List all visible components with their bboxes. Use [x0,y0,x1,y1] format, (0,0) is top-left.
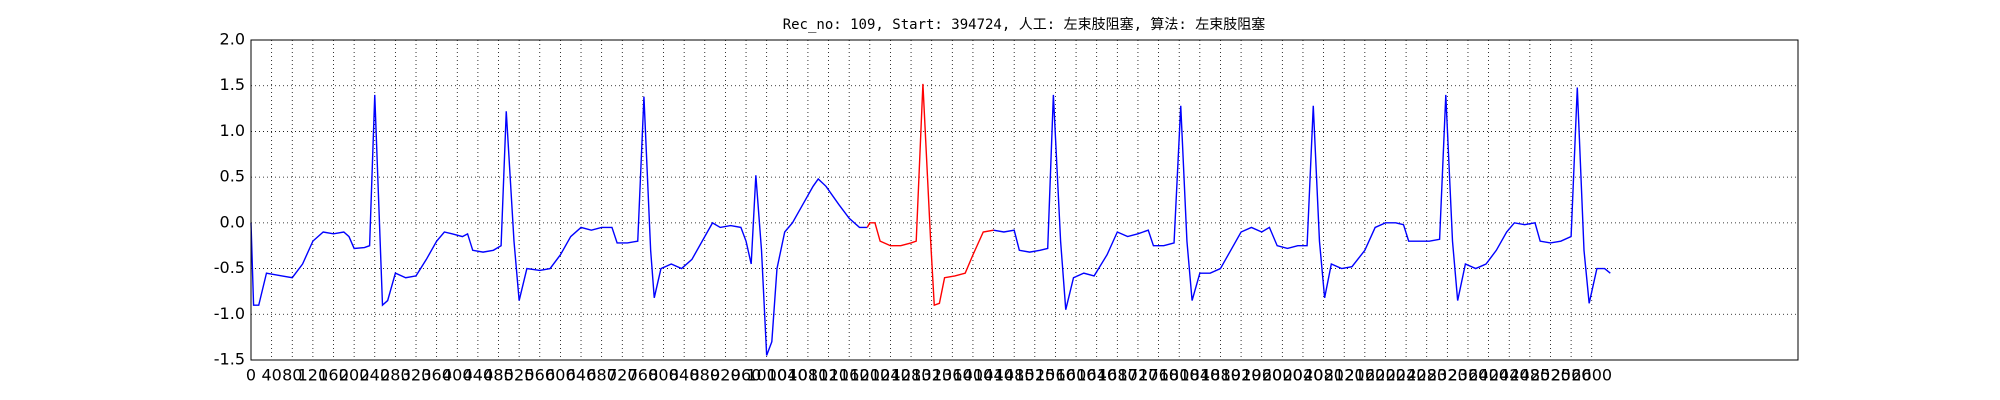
x-tick-label: 360 [421,366,452,385]
x-tick-label: 640 [566,366,597,385]
x-tick-label: 960 [731,366,762,385]
x-tick-label: 520 [504,366,535,385]
x-tick-label: 600 [545,366,576,385]
ecg-line [993,87,1611,310]
y-tick-label: 0.5 [220,167,245,186]
chart-title: Rec_no: 109, Start: 394724, 人工: 左束肢阻塞, 算… [783,16,1266,33]
x-tick-label: 1560 [1035,366,1076,385]
x-tick-label: 1680 [1097,366,1138,385]
x-tick-label: 2600 [1571,366,1612,385]
x-tick-label: 440 [463,366,494,385]
x-tick-label: 2120 [1324,366,1365,385]
x-tick-label: 1600 [1056,366,1097,385]
ecg-line [250,94,868,356]
x-tick-label: 1840 [1179,366,1220,385]
x-tick-label: 1720 [1118,366,1159,385]
x-tick-label: 1400 [953,366,994,385]
x-tick-label: 2440 [1489,366,1530,385]
x-tick-label: 1800 [1159,366,1200,385]
x-tick-label: 480 [483,366,514,385]
x-tick-label: 1280 [891,366,932,385]
x-tick-label: 760 [628,366,659,385]
x-tick-label: 2280 [1406,366,1447,385]
y-tick-label: 2.0 [220,30,245,49]
x-tick-label: 1880 [1200,366,1241,385]
x-tick-label: 1960 [1241,366,1282,385]
y-tick-label: 0.0 [220,212,245,231]
x-tick-label: 2520 [1530,366,1571,385]
x-tick-label: 160 [318,366,349,385]
x-tick-label: 2400 [1468,366,1509,385]
x-tick-label: 560 [524,366,555,385]
x-tick-label: 2080 [1303,366,1344,385]
y-tick-label: 1.5 [220,75,245,94]
y-tick-label: -1.0 [214,304,245,323]
x-tick-label: 680 [586,366,617,385]
y-tick-label: -0.5 [214,258,245,277]
x-tick-label: 1760 [1138,366,1179,385]
x-tick-label: 720 [607,366,638,385]
x-tick-label: 1240 [870,366,911,385]
x-tick-label: 1040 [767,366,808,385]
x-tick-label: 2160 [1344,366,1385,385]
x-tick-label: 1320 [911,366,952,385]
x-tick-label: 2320 [1427,366,1468,385]
x-tick-label: 1000 [746,366,787,385]
x-tick-label: 1640 [1076,366,1117,385]
x-tick-label: 1120 [808,366,849,385]
x-tick-label: 880 [690,366,721,385]
x-tick-label: 120 [298,366,329,385]
x-tick-label: 0 [246,366,256,385]
x-tick-label: 1480 [994,366,1035,385]
x-tick-label: 320 [401,366,432,385]
x-tick-label: 1360 [932,366,973,385]
x-tick-label: 1920 [1221,366,1262,385]
x-tick-label: 1520 [1014,366,1055,385]
x-tick-label: 1200 [849,366,890,385]
x-tick-label: 2480 [1509,366,1550,385]
x-tick-label: 2240 [1386,366,1427,385]
x-tick-label: 2560 [1551,366,1592,385]
x-tick-label: 80 [282,366,302,385]
x-tick-label: 2040 [1283,366,1324,385]
x-tick-label: 800 [648,366,679,385]
x-tick-label: 280 [380,366,411,385]
x-tick-label: 1080 [788,366,829,385]
x-tick-label: 2000 [1262,366,1303,385]
x-tick-label: 2360 [1448,366,1489,385]
x-tick-label: 40 [261,366,281,385]
plot-frame [250,39,1799,361]
y-tick-label: -1.5 [214,350,245,369]
x-tick-label: 840 [669,366,700,385]
y-tick-label: 1.0 [220,121,245,140]
x-tick-label: 2200 [1365,366,1406,385]
x-tick-label: 240 [359,366,390,385]
x-tick-label: 400 [442,366,473,385]
x-tick-label: 1440 [973,366,1014,385]
ecg-line [866,83,994,307]
x-tick-label: 1160 [829,366,870,385]
x-tick-label: 920 [710,366,741,385]
x-tick-label: 200 [339,366,370,385]
